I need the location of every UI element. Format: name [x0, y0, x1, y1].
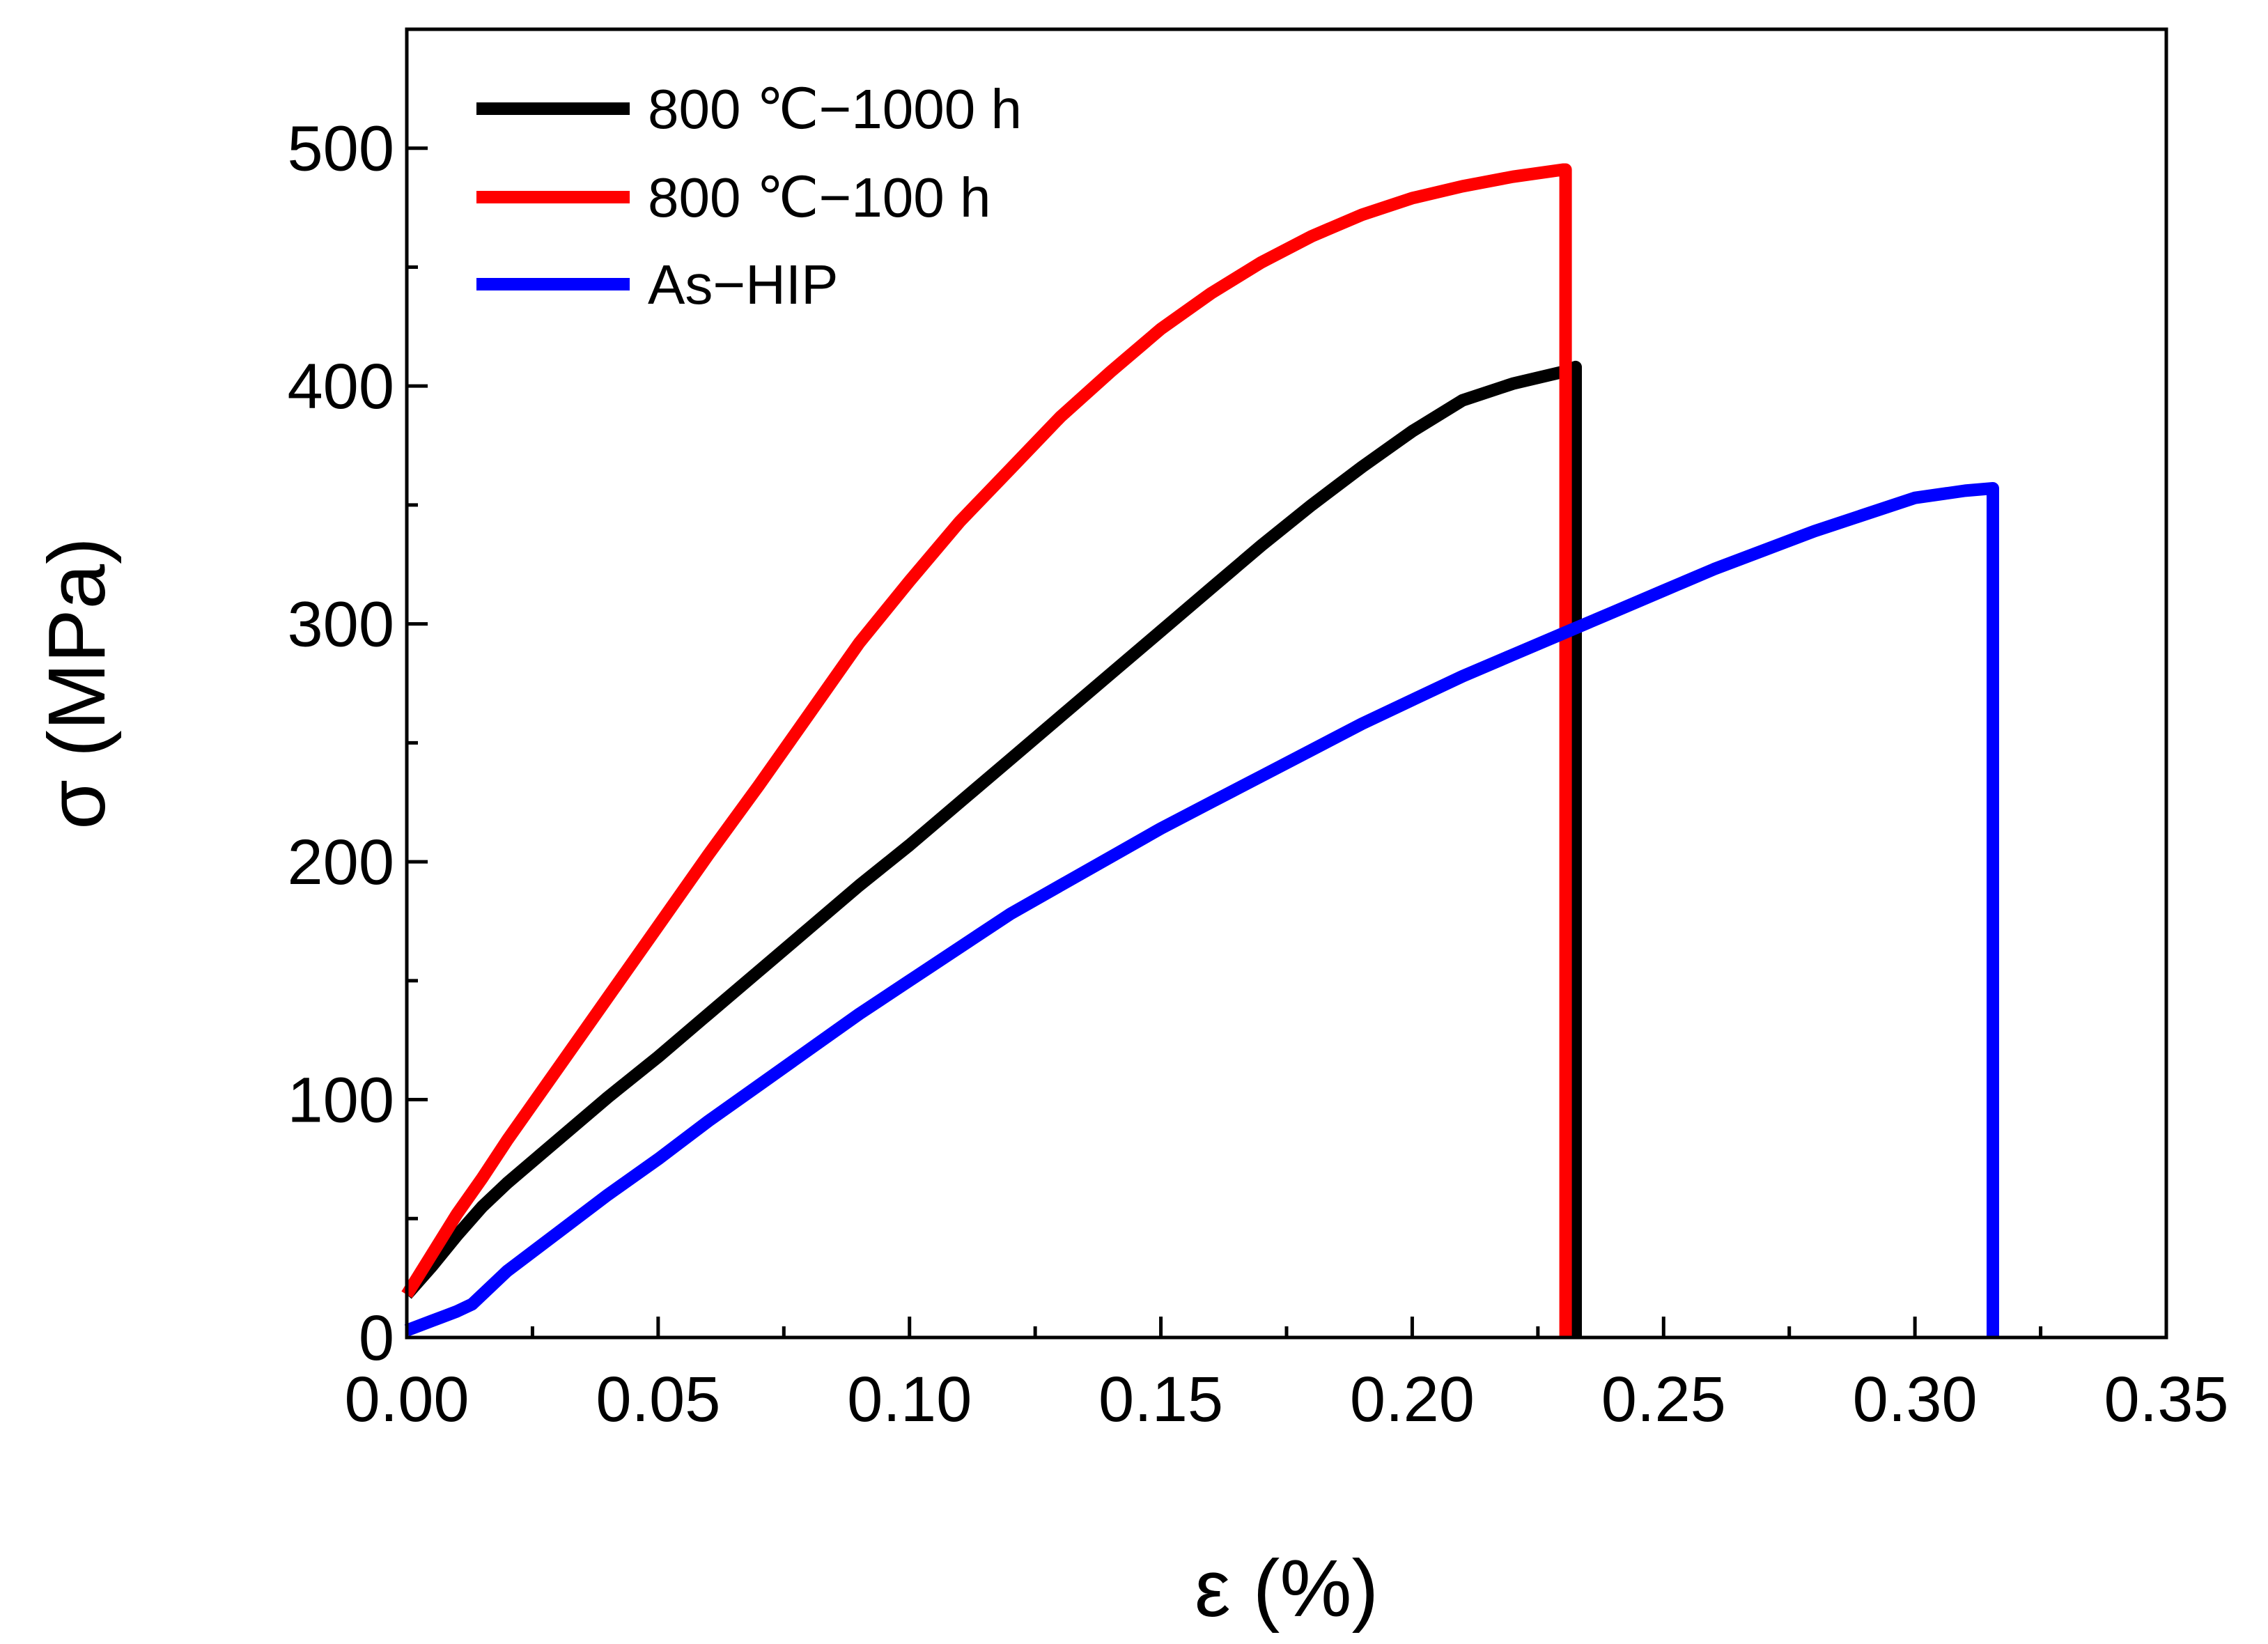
series-line-1	[402, 360, 1582, 1337]
legend-label-1: 800 ℃−1000 h	[648, 78, 1022, 140]
series-layer	[401, 163, 1999, 1337]
y-tick-label: 500	[288, 114, 395, 185]
series-line-2	[401, 163, 1572, 1337]
y-axis-title: σ (MPa)	[31, 537, 122, 830]
y-tick-label: 0	[359, 1303, 394, 1374]
x-tick-label: 0.05	[596, 1364, 720, 1435]
x-tick-label: 0.00	[344, 1364, 469, 1435]
y-tick-label: 100	[288, 1065, 395, 1136]
x-tick-label: 0.20	[1350, 1364, 1475, 1435]
y-tick-label: 400	[288, 351, 395, 422]
x-tick-label: 0.25	[1601, 1364, 1726, 1435]
x-tick-label: 0.15	[1098, 1364, 1223, 1435]
x-tick-label: 0.35	[2104, 1364, 2228, 1435]
y-tick-label: 300	[288, 589, 395, 660]
legend-label-2: 800 ℃−100 h	[648, 166, 991, 228]
x-tick-label: 0.30	[1853, 1364, 1978, 1435]
legend-label-3: As−HIP	[648, 254, 838, 316]
y-tick-label: 200	[288, 827, 395, 898]
y-axis-ticks: 0 100 200 300 400 500	[288, 114, 428, 1374]
legend: 800 ℃−1000 h 800 ℃−100 h As−HIP	[476, 78, 1022, 316]
series-line-3	[404, 482, 1999, 1337]
x-axis-ticks: 0.00 0.05 0.10 0.15 0.20 0.25 0.30 0.35	[344, 1317, 2229, 1435]
x-axis-title: ε (%)	[1195, 1543, 1378, 1634]
x-tick-label: 0.10	[847, 1364, 972, 1435]
